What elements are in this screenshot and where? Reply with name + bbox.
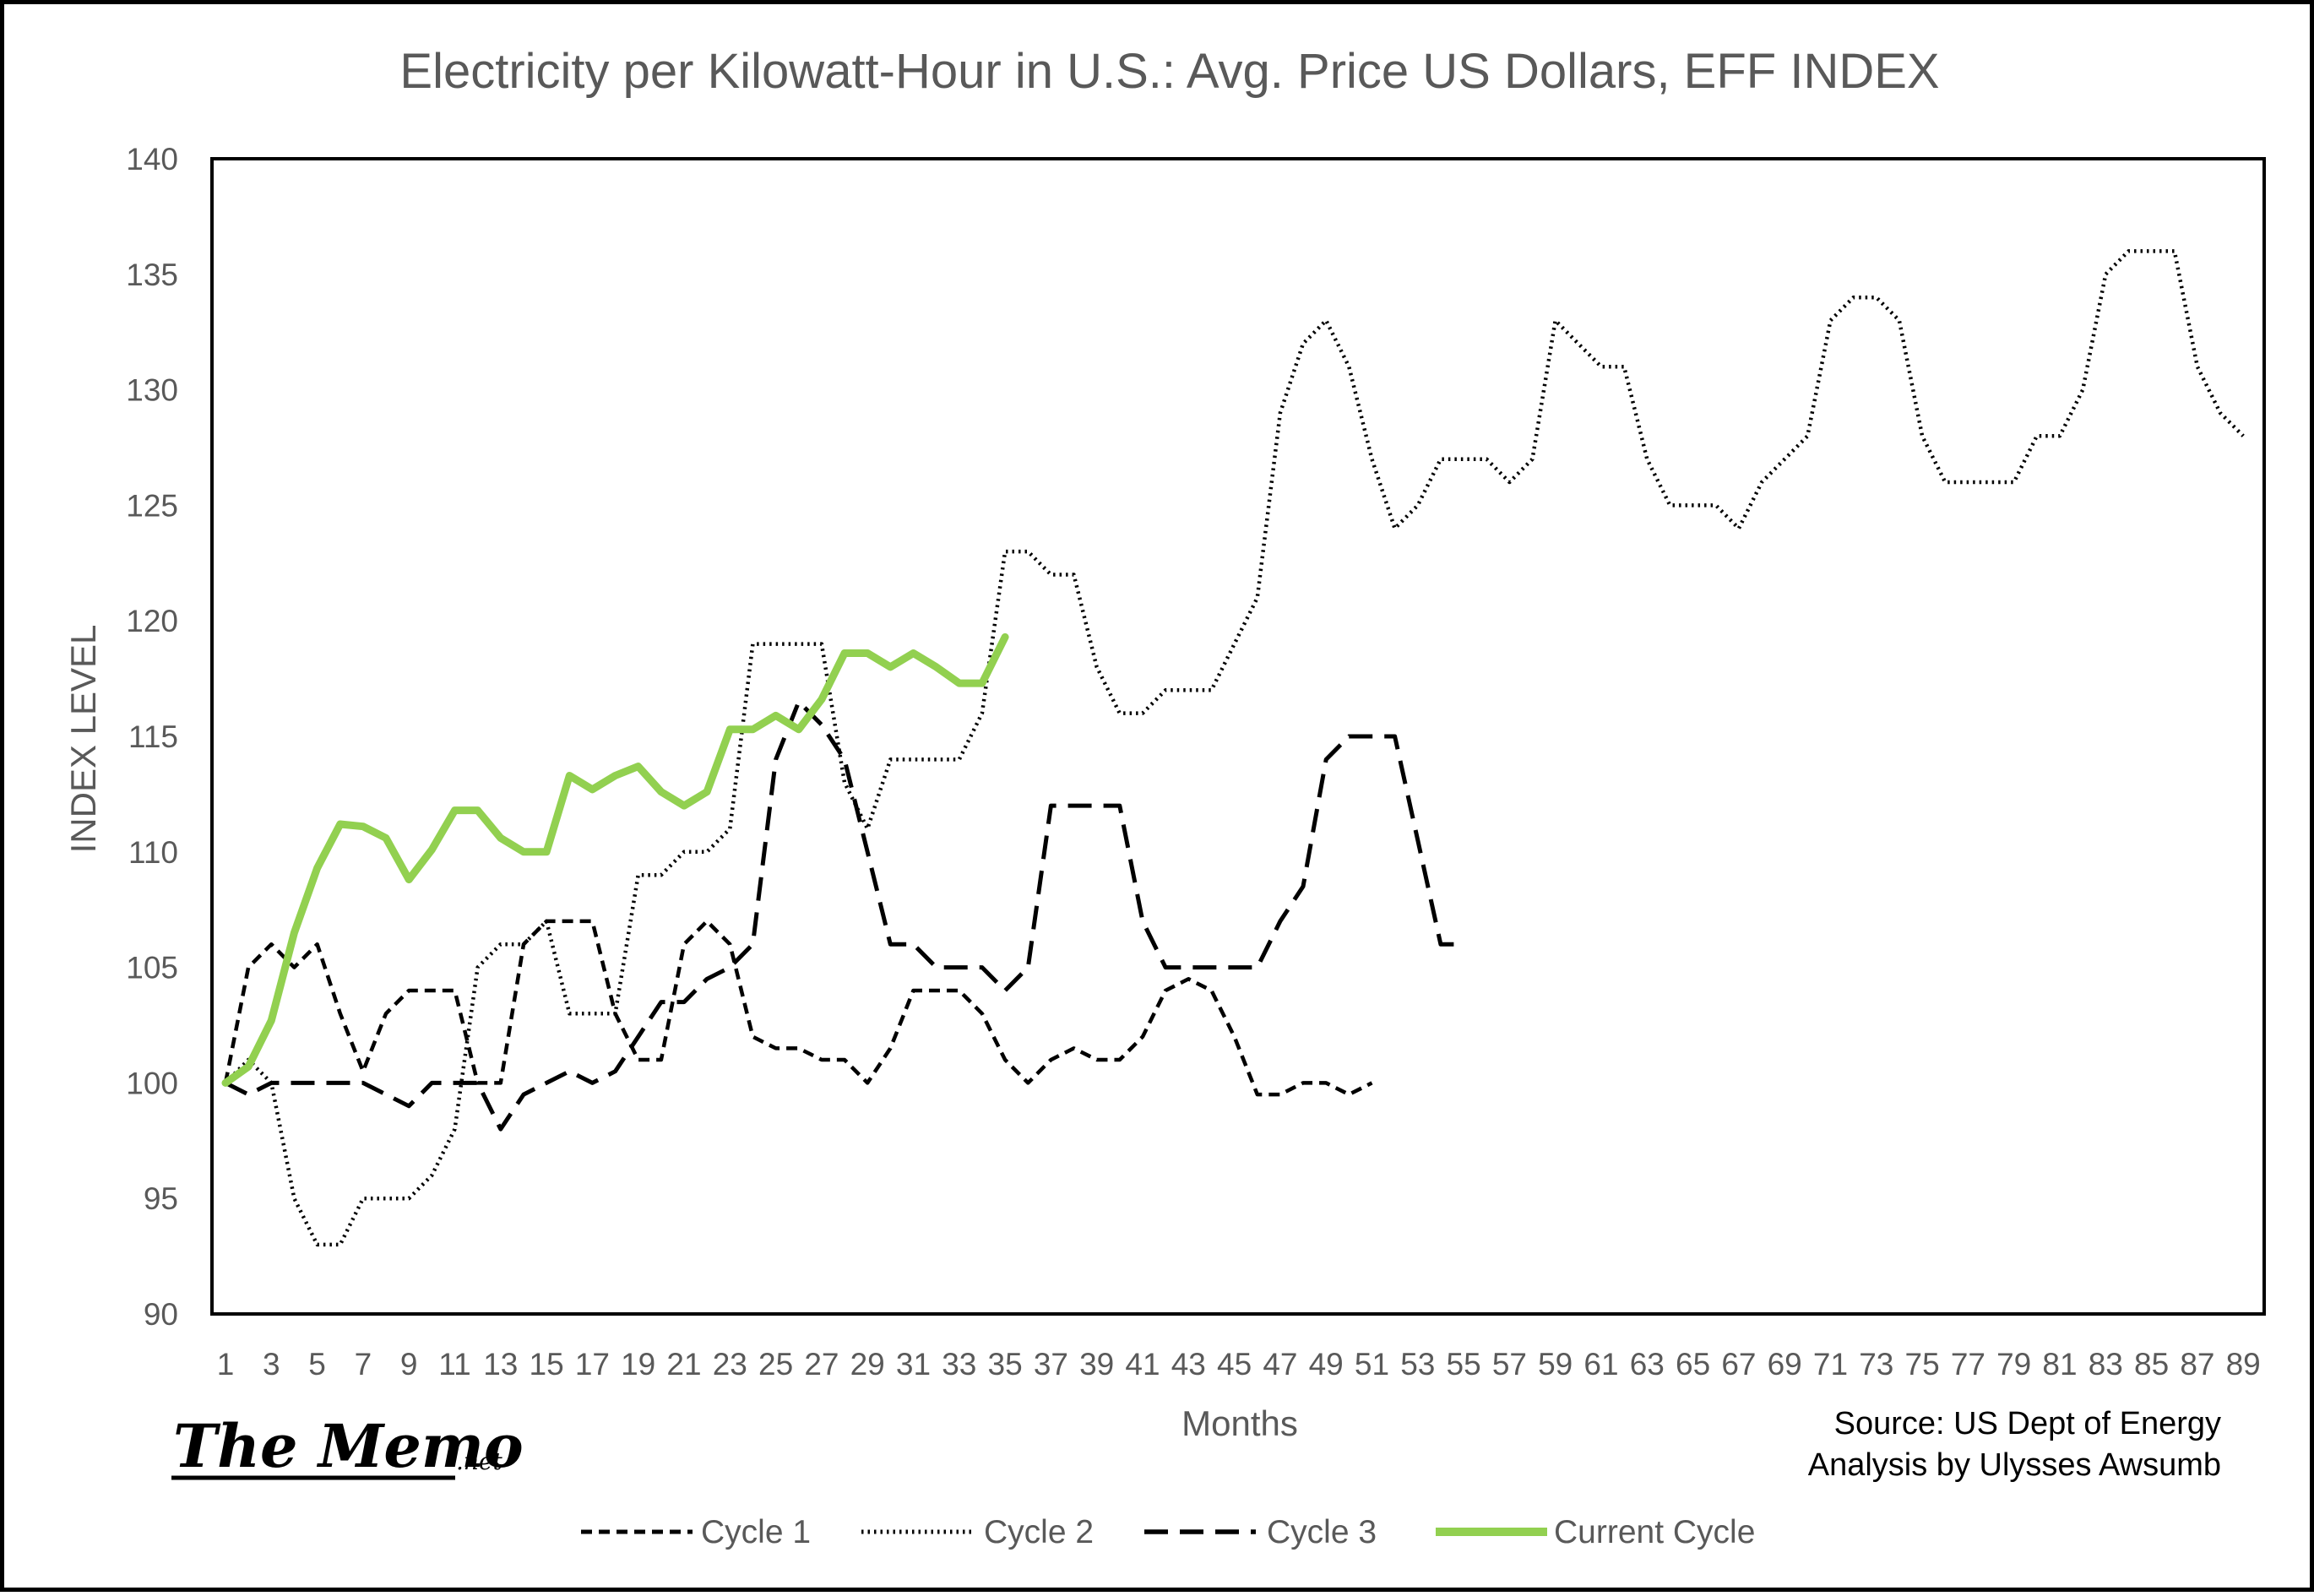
x-tick-label: 81: [2042, 1347, 2077, 1382]
x-tick-label: 73: [1859, 1347, 1893, 1382]
x-tick-label: 63: [1630, 1347, 1665, 1382]
x-tick-label: 89: [2226, 1347, 2261, 1382]
y-tick-label: 135: [126, 258, 178, 292]
y-tick-label: 110: [128, 835, 178, 870]
y-tick-label: 95: [144, 1181, 178, 1216]
logo-text: The Memo: [173, 1411, 524, 1481]
x-tick-label: 75: [1905, 1347, 1940, 1382]
x-axis-ticks: 1 3 5 7 9 11 13 15 17 19 21 23 25 27 29 31 33 35 37 39 41 43 4…: [217, 1347, 2261, 1382]
series-line-4: [221, 632, 1009, 1087]
x-axis-title: Months: [1181, 1403, 1298, 1443]
y-tick-label: 90: [144, 1297, 178, 1332]
x-tick-label: 5: [308, 1347, 326, 1382]
x-tick-label: 37: [1034, 1347, 1068, 1382]
y-tick-label: 115: [128, 719, 178, 754]
x-tick-label: 69: [1768, 1347, 1802, 1382]
logo-suffix: .net: [456, 1447, 503, 1475]
chart-legend: Cycle 1 Cycle 2 Cycle 3 Current Cycle: [581, 1514, 1755, 1550]
x-tick-label: 85: [2134, 1347, 2169, 1382]
y-axis-ticks: 90 95 100 105 110 115 120 125 130 135 140: [126, 142, 178, 1332]
x-tick-label: 57: [1492, 1347, 1527, 1382]
source-line-2: Analysis by Ulysses Awsumb: [1808, 1447, 2221, 1483]
x-tick-label: 47: [1263, 1347, 1297, 1382]
x-tick-label: 7: [355, 1347, 372, 1382]
x-tick-label: 3: [263, 1347, 280, 1382]
x-tick-label: 27: [804, 1347, 839, 1382]
x-tick-label: 79: [1996, 1347, 2031, 1382]
x-tick-label: 25: [758, 1347, 793, 1382]
site-logo: The Memo .net: [171, 1411, 524, 1481]
x-tick-label: 23: [713, 1347, 747, 1382]
x-tick-label: 77: [1951, 1347, 1985, 1382]
x-tick-label: 53: [1400, 1347, 1435, 1382]
x-tick-label: 21: [666, 1347, 701, 1382]
x-tick-label: 43: [1171, 1347, 1206, 1382]
legend-label-1: Cycle 1: [701, 1514, 811, 1550]
y-tick-label: 140: [126, 142, 178, 176]
x-tick-label: 51: [1355, 1347, 1389, 1382]
chart-svg: Electricity per Kilowatt-Hour in U.S.: A…: [63, 44, 2266, 1550]
x-tick-label: 31: [896, 1347, 931, 1382]
y-tick-label: 100: [126, 1066, 178, 1100]
x-tick-label: 59: [1538, 1347, 1573, 1382]
y-tick-label: 125: [126, 488, 178, 523]
x-tick-label: 55: [1447, 1347, 1481, 1382]
series-line-2: [224, 249, 2245, 1247]
x-tick-label: 41: [1125, 1347, 1160, 1382]
x-tick-label: 67: [1721, 1347, 1756, 1382]
legend-label-3: Cycle 3: [1267, 1514, 1377, 1550]
x-tick-label: 11: [438, 1347, 470, 1382]
x-tick-label: 65: [1676, 1347, 1710, 1382]
chart-title: Electricity per Kilowatt-Hour in U.S.: A…: [399, 44, 1939, 99]
y-tick-label: 130: [126, 373, 178, 408]
x-tick-label: 13: [483, 1347, 518, 1382]
x-tick-label: 35: [988, 1347, 1023, 1382]
x-tick-label: 15: [530, 1347, 564, 1382]
legend-label-4: Current Cycle: [1554, 1514, 1755, 1550]
y-tick-label: 105: [126, 951, 178, 985]
y-axis-title: INDEX LEVEL: [63, 625, 103, 854]
x-tick-label: 83: [2089, 1347, 2123, 1382]
x-tick-label: 29: [850, 1347, 885, 1382]
y-tick-label: 120: [126, 604, 178, 638]
series-line-1: [223, 919, 1373, 1097]
series-line-3: [224, 699, 1464, 1132]
x-tick-label: 33: [942, 1347, 976, 1382]
x-tick-label: 87: [2180, 1347, 2214, 1382]
plot-area-border: [210, 157, 2266, 1316]
x-tick-label: 61: [1583, 1347, 1618, 1382]
legend-label-2: Cycle 2: [984, 1514, 1094, 1550]
x-tick-label: 9: [400, 1347, 418, 1382]
series-lines: [221, 249, 2245, 1247]
x-tick-label: 45: [1217, 1347, 1252, 1382]
x-tick-label: 17: [575, 1347, 610, 1382]
x-tick-label: 1: [217, 1347, 235, 1382]
source-line-1: Source: US Dept of Energy: [1834, 1406, 2221, 1441]
x-tick-label: 39: [1079, 1347, 1114, 1382]
x-tick-label: 49: [1309, 1347, 1344, 1382]
x-tick-label: 71: [1813, 1347, 1848, 1382]
x-tick-label: 19: [621, 1347, 655, 1382]
